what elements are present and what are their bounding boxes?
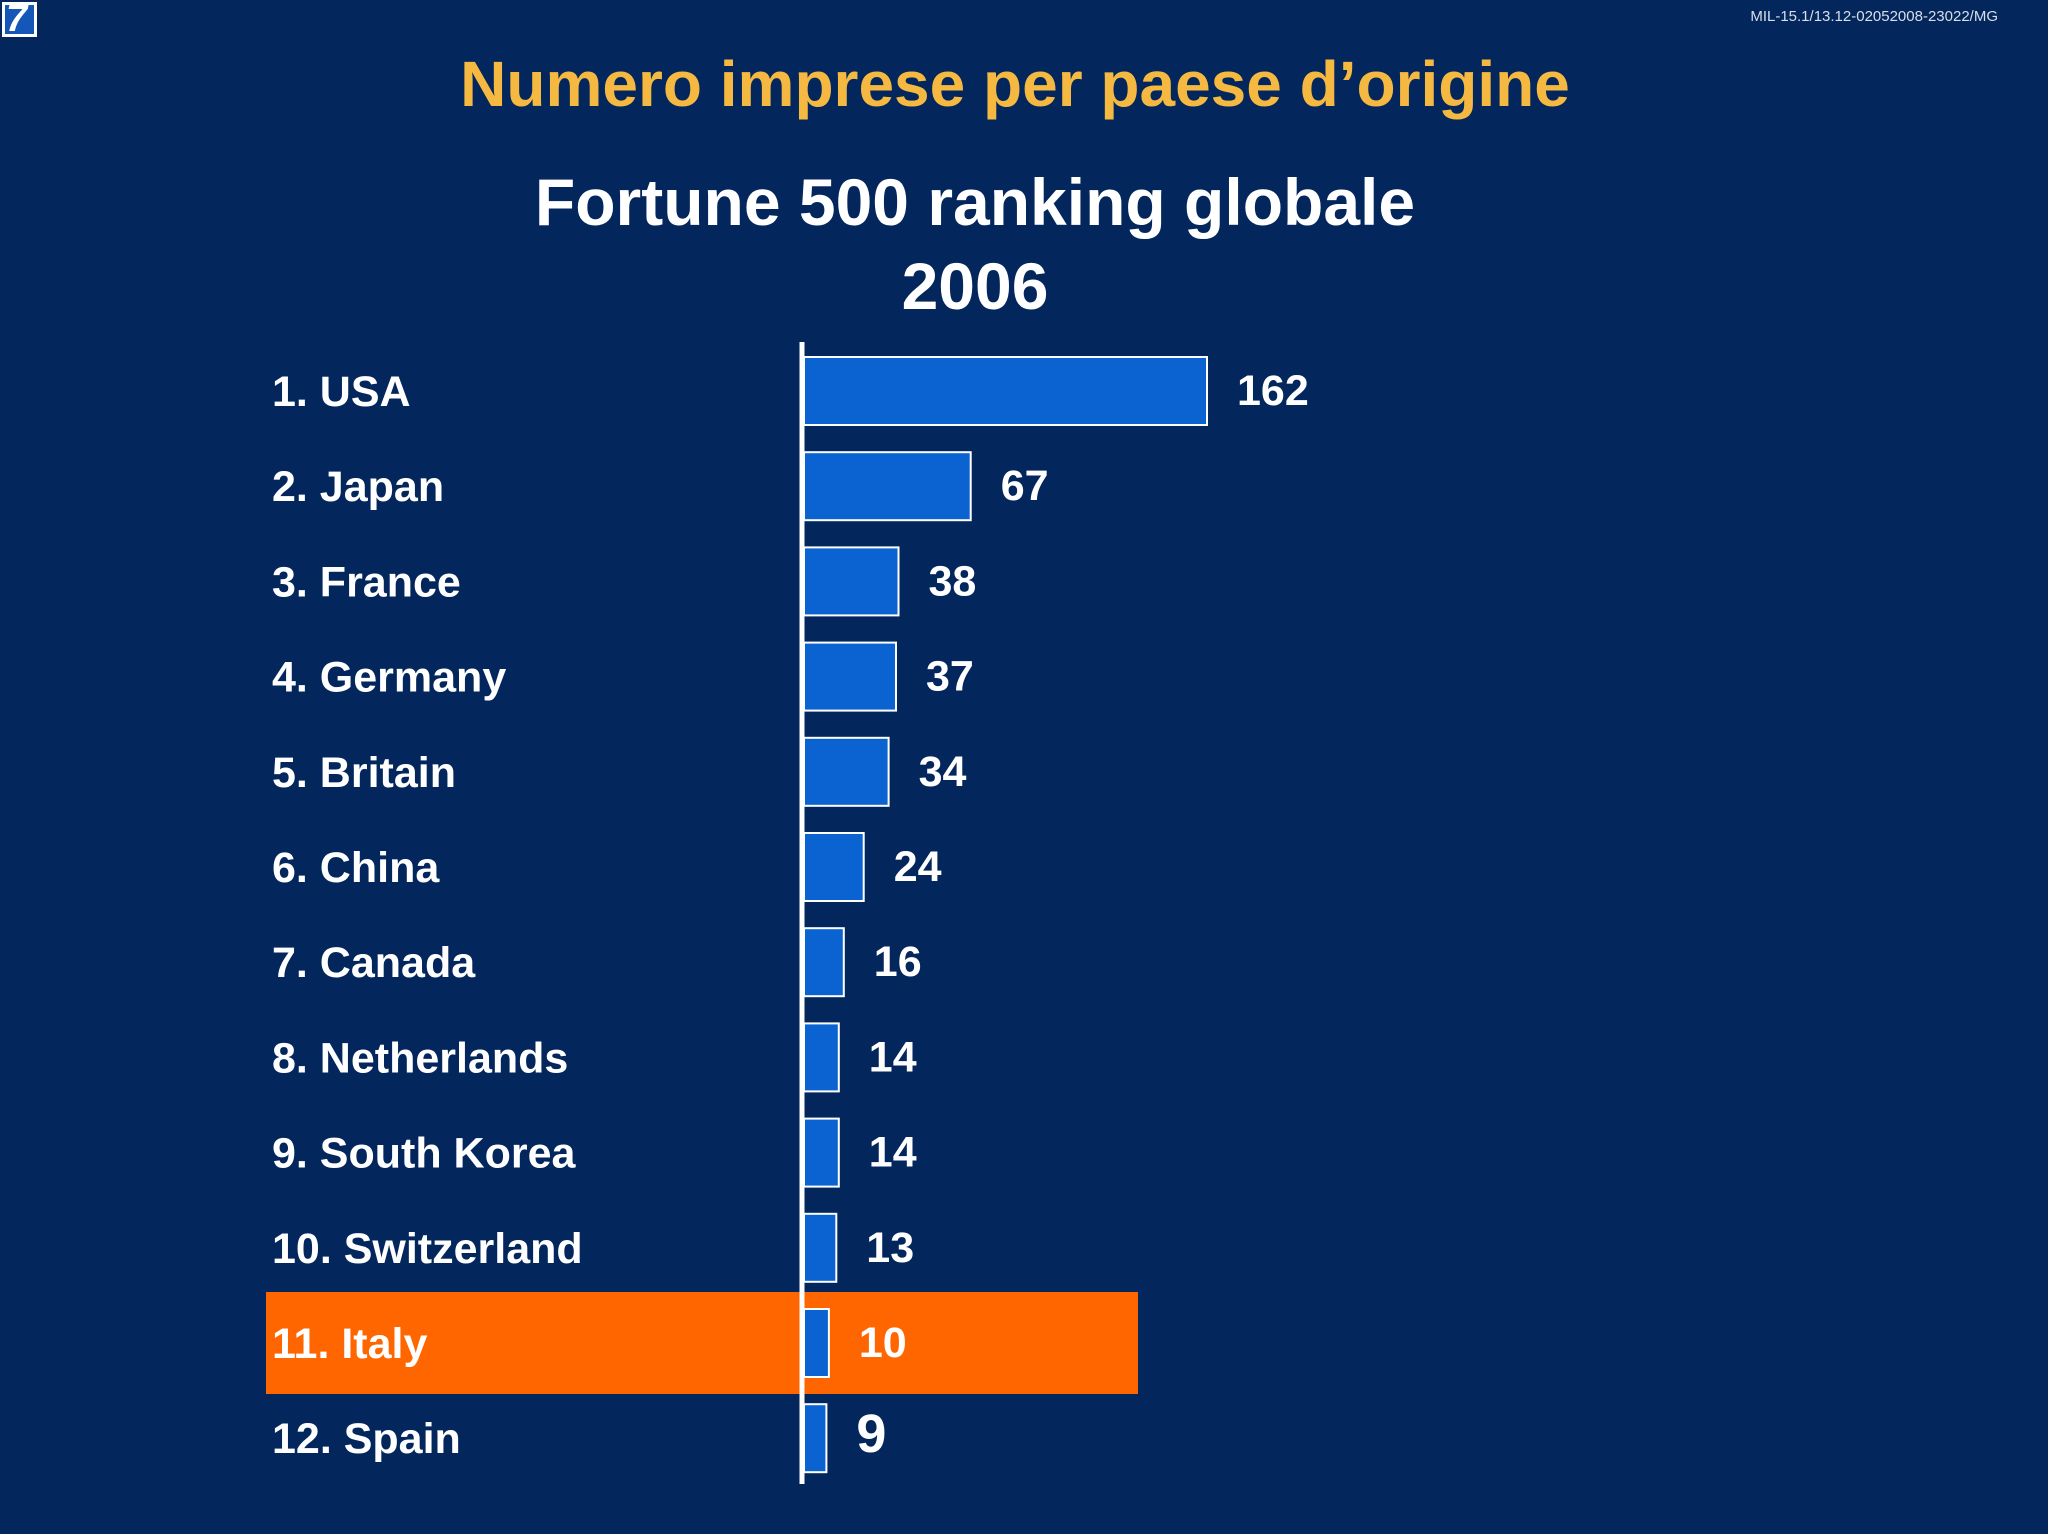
logo-icon: 7 (2, 2, 37, 37)
value-label-12: 9 (856, 1404, 886, 1464)
value-label-5: 34 (919, 748, 967, 796)
bar-3 (803, 546, 900, 617)
value-label-10: 13 (866, 1224, 914, 1272)
chart-title: Fortune 500 ranking globale (534, 165, 1416, 239)
category-label-10: 10. Switzerland (272, 1225, 583, 1273)
category-label-4: 4. Germany (272, 654, 506, 702)
category-label-3: 3. France (272, 558, 461, 606)
category-label-8: 8. Netherlands (272, 1034, 568, 1082)
bar-12 (803, 1403, 828, 1474)
value-label-1: 162 (1237, 367, 1309, 415)
category-label-5: 5. Britain (272, 749, 456, 797)
value-label-6: 24 (894, 843, 942, 891)
bar-1 (803, 356, 1208, 426)
bar-11 (803, 1308, 830, 1378)
value-label-8: 14 (869, 1033, 917, 1081)
value-label-4: 37 (926, 653, 974, 701)
value-label-2: 67 (1001, 462, 1049, 510)
chart-title-block: Fortune 500 ranking globale 2006 (0, 160, 1950, 328)
bar-8 (803, 1022, 840, 1093)
value-label-11: 10 (859, 1319, 907, 1367)
bar-6 (803, 832, 865, 902)
bar-10 (803, 1212, 838, 1283)
logo-text: 7 (6, 5, 28, 34)
slide-title: Numero imprese per paese d’origine (460, 48, 1570, 120)
category-label-1: 1. USA (272, 368, 411, 416)
category-label-11: 11. Italy (272, 1320, 427, 1368)
category-label-6: 6. China (272, 844, 440, 892)
logo-mark: 7 (5, 5, 34, 34)
bar-2 (803, 451, 972, 522)
bar-5 (803, 736, 890, 807)
category-label-2: 2. Japan (272, 463, 444, 511)
category-label-12: 12. Spain (272, 1415, 461, 1463)
chart-subtitle: 2006 (901, 249, 1049, 323)
value-label-9: 14 (869, 1129, 917, 1177)
bar-4 (803, 641, 897, 712)
category-label-9: 9. South Korea (272, 1130, 577, 1178)
value-label-3: 38 (929, 557, 977, 605)
highlight-band (266, 1292, 1138, 1394)
bar-9 (803, 1117, 840, 1188)
bar-7 (803, 927, 845, 998)
value-label-7: 16 (874, 938, 922, 986)
category-label-7: 7. Canada (272, 939, 476, 987)
document-code: MIL-15.1/13.12-02052008-23022/MG (1750, 8, 1998, 25)
